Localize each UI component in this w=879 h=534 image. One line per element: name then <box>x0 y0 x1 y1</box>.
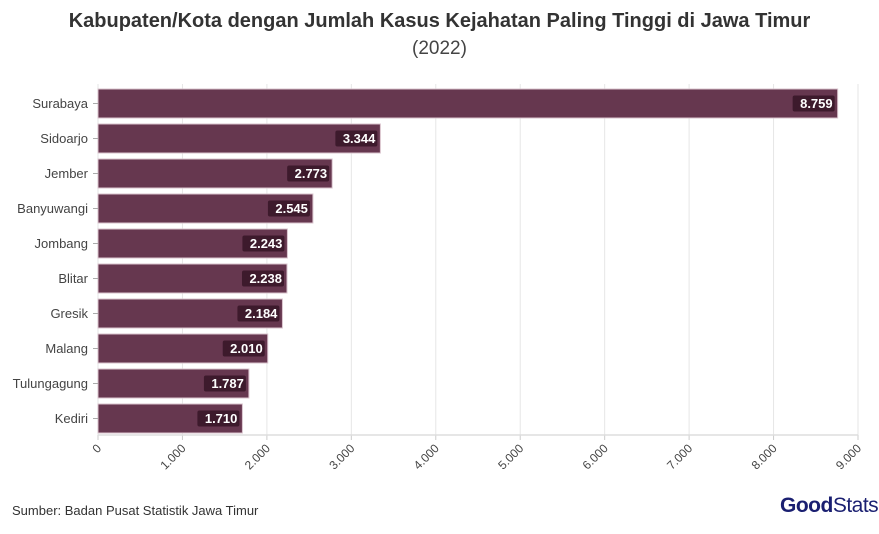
logo-bold: Good <box>780 494 833 517</box>
chart-subtitle: (2022) <box>412 38 467 59</box>
bar <box>97 88 839 119</box>
y-tick-label: Jombang <box>35 236 88 251</box>
data-label: 2.545 <box>275 201 308 216</box>
data-label-bg <box>287 165 330 182</box>
goodstats-logo: GoodStats <box>780 494 879 518</box>
y-tick-label: Kediri <box>55 411 88 426</box>
data-label: 2.238 <box>249 271 282 286</box>
data-label-bg <box>242 235 285 252</box>
data-label-bg <box>335 130 378 147</box>
x-tick-label: 4.000 <box>411 441 442 472</box>
data-label-bg <box>197 410 240 427</box>
x-tick-label: 8.000 <box>749 441 780 472</box>
data-label-bg <box>237 305 280 322</box>
y-tick-label: Tulungagung <box>13 376 88 391</box>
x-tick-label: 3.000 <box>326 441 357 472</box>
data-label-bg <box>203 375 246 392</box>
data-label: 1.710 <box>205 411 238 426</box>
x-tick-label: 9.000 <box>833 441 864 472</box>
x-tick-label: 6.000 <box>580 441 611 472</box>
chart-title: Kabupaten/Kota dengan Jumlah Kasus Kejah… <box>68 10 811 32</box>
data-label: 2.773 <box>295 166 328 181</box>
data-label-bg <box>241 270 284 287</box>
source-note: Sumber: Badan Pusat Statistik Jawa Timur <box>12 503 259 518</box>
data-label-bg <box>222 340 265 357</box>
data-label: 2.010 <box>230 341 263 356</box>
x-tick-label: 0 <box>89 441 104 456</box>
y-tick-label: Malang <box>45 341 88 356</box>
data-label: 3.344 <box>343 131 376 146</box>
x-tick-label: 7.000 <box>664 441 695 472</box>
y-tick-label: Jember <box>45 166 89 181</box>
data-label-bg <box>267 200 310 217</box>
y-tick-label: Blitar <box>58 271 88 286</box>
y-tick-label: Sidoarjo <box>40 131 88 146</box>
x-tick-label: 1.000 <box>157 441 188 472</box>
data-label: 8.759 <box>800 96 833 111</box>
x-tick-label: 2.000 <box>242 441 273 472</box>
data-label-bg <box>792 95 835 112</box>
y-tick-label: Surabaya <box>32 96 88 111</box>
x-tick-label: 5.000 <box>495 441 526 472</box>
data-label: 2.184 <box>245 306 278 321</box>
data-label: 2.243 <box>250 236 283 251</box>
y-tick-label: Banyuwangi <box>17 201 88 216</box>
y-tick-label: Gresik <box>50 306 88 321</box>
logo-light: Stats <box>832 494 879 517</box>
data-label: 1.787 <box>211 376 244 391</box>
